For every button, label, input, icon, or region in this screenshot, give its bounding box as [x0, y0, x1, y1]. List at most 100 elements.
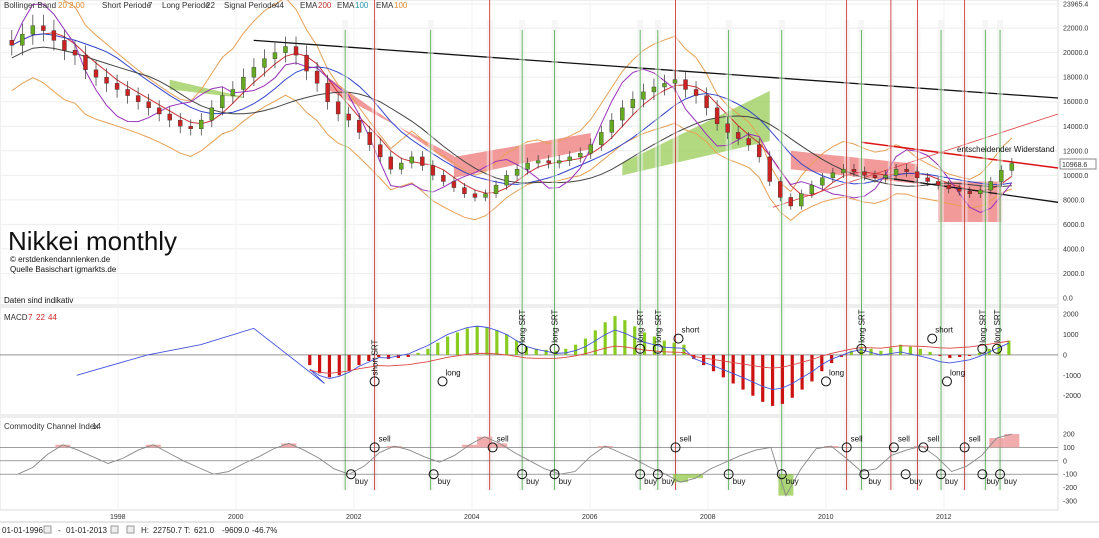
- macd-bar: [849, 350, 853, 355]
- macd-bar: [416, 352, 420, 355]
- macd-y-tick: 2000: [1063, 312, 1079, 319]
- candle-body: [441, 175, 446, 182]
- last-price-label: 10968.6: [1062, 162, 1087, 169]
- high-value: 22750.7: [153, 526, 182, 535]
- macd-signal-label: short: [682, 326, 701, 335]
- indicative-note: Daten sind indikativ: [4, 296, 73, 305]
- candle-body: [241, 76, 246, 90]
- cci-oversold-fill: [672, 474, 688, 483]
- cci-panel: [0, 416, 1059, 511]
- candle-body: [746, 138, 751, 145]
- cci-signal-label: buy: [526, 477, 539, 486]
- macd-bar: [908, 346, 913, 355]
- macd-bar: [898, 344, 903, 355]
- ema-label-2: EMA: [337, 1, 355, 10]
- ema-200-value: 200: [318, 1, 332, 10]
- candle-body: [51, 30, 57, 41]
- cci-signal-label: buy: [986, 477, 999, 486]
- candle-body: [409, 156, 415, 164]
- ema-label-3: EMA: [376, 1, 394, 10]
- price-y-tick: 20000.0: [1063, 50, 1088, 57]
- macd-bar: [308, 354, 312, 366]
- macd-bar: [967, 354, 972, 356]
- start-date-picker[interactable]: [43, 525, 52, 534]
- candle-body: [83, 54, 88, 71]
- candle-body: [367, 132, 372, 145]
- macd-param-3: 44: [48, 313, 57, 322]
- macd-line: [76, 325, 1010, 391]
- candle-body: [167, 113, 172, 121]
- cci-signal-label: sell: [497, 434, 509, 443]
- support-trendline: [884, 177, 1059, 203]
- candle-body: [230, 89, 236, 96]
- candle-body: [957, 188, 962, 192]
- cci-line: [0, 433, 1058, 497]
- cci-overbought-fill: [462, 444, 478, 448]
- signal-periode-value: 44: [275, 1, 284, 10]
- cci-signal-label: sell: [680, 434, 692, 443]
- macd-bar: [534, 348, 538, 355]
- macd-signal-marker: [635, 343, 646, 354]
- cci-signal-label: buy: [868, 477, 881, 486]
- candle-body: [472, 193, 478, 198]
- candle-body: [883, 175, 888, 178]
- macd-bar: [721, 354, 725, 378]
- cci-signal-marker: [652, 469, 663, 480]
- macd-bar: [505, 334, 509, 355]
- cci-signal-label: buy: [438, 477, 451, 486]
- cci-signal-label: sell: [379, 434, 391, 443]
- price-y-tick: 8000.0: [1063, 197, 1085, 204]
- candle-body: [314, 70, 320, 84]
- x-tick-label: 2012: [936, 514, 952, 521]
- macd-signal-marker: [941, 376, 952, 387]
- cci-line: [17, 433, 1012, 497]
- price-y-tick: 18000.0: [1063, 75, 1088, 82]
- macd-signal-label: long SRT: [518, 309, 527, 342]
- candle-body: [420, 156, 425, 166]
- cci-signal-marker: [635, 469, 646, 480]
- cci-overbought-fill: [989, 438, 1005, 448]
- macd-signal-marker: [437, 376, 448, 387]
- macd-bar: [780, 354, 785, 404]
- candle-body: [904, 168, 909, 172]
- candle-body: [30, 25, 36, 35]
- chart-settings-icon[interactable]: [126, 525, 135, 534]
- candle-body: [809, 184, 815, 194]
- macd-bar: [731, 354, 735, 384]
- candle-body: [135, 95, 141, 102]
- macd-bar: [455, 332, 460, 355]
- candle-body: [988, 181, 993, 191]
- cci-overbought-fill: [597, 446, 613, 448]
- low-label: T:: [184, 526, 190, 535]
- cci-signal-marker: [369, 442, 380, 453]
- signal-markers: short SRT long long SRT long SRT long SRT lon…: [346, 309, 1017, 486]
- macd-bar: [495, 330, 499, 355]
- candle-body: [735, 132, 741, 139]
- last-price-badge: [1059, 158, 1097, 170]
- candle-body: [999, 170, 1004, 182]
- price-y-tick: 10000.0: [1063, 173, 1088, 180]
- cci-signal-label: sell: [898, 434, 910, 443]
- candle-body: [156, 107, 162, 115]
- candle-body: [178, 119, 183, 127]
- macd-bar: [859, 346, 863, 355]
- cci-signal-label: buy: [559, 477, 572, 486]
- cci-signal-label: buy: [644, 477, 657, 486]
- x-tick-label: 2000: [228, 514, 244, 521]
- candle-body: [346, 113, 351, 121]
- candle-body: [693, 89, 699, 96]
- macd-bar: [702, 354, 706, 366]
- candlesticks: [9, 14, 1015, 210]
- end-date-picker[interactable]: [110, 525, 119, 534]
- cci-y-tick: -300: [1063, 498, 1077, 505]
- candle-body: [378, 144, 383, 158]
- source-note: Quelle Basischart igmarkts.de: [10, 265, 117, 274]
- macd-bar: [790, 354, 794, 398]
- candle-body: [556, 160, 562, 164]
- bollinger-p1: 20: [58, 1, 67, 10]
- x-tick-label: 1998: [110, 514, 126, 521]
- candle-body: [514, 168, 520, 176]
- signal-lines: [342, 0, 1004, 490]
- candle-body: [493, 184, 499, 194]
- macd-bar: [761, 354, 765, 402]
